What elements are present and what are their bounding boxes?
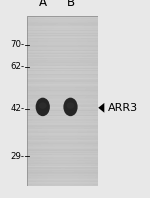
- Polygon shape: [98, 103, 104, 113]
- Ellipse shape: [63, 98, 78, 116]
- Text: 29-: 29-: [11, 152, 25, 161]
- Text: B: B: [66, 0, 75, 9]
- Text: 70-: 70-: [11, 40, 25, 49]
- Text: A: A: [39, 0, 47, 9]
- Text: ARR3: ARR3: [108, 103, 138, 113]
- Ellipse shape: [36, 98, 50, 116]
- Ellipse shape: [39, 102, 47, 109]
- Text: 42-: 42-: [11, 104, 25, 113]
- Text: 62-: 62-: [11, 62, 25, 71]
- Ellipse shape: [67, 102, 74, 109]
